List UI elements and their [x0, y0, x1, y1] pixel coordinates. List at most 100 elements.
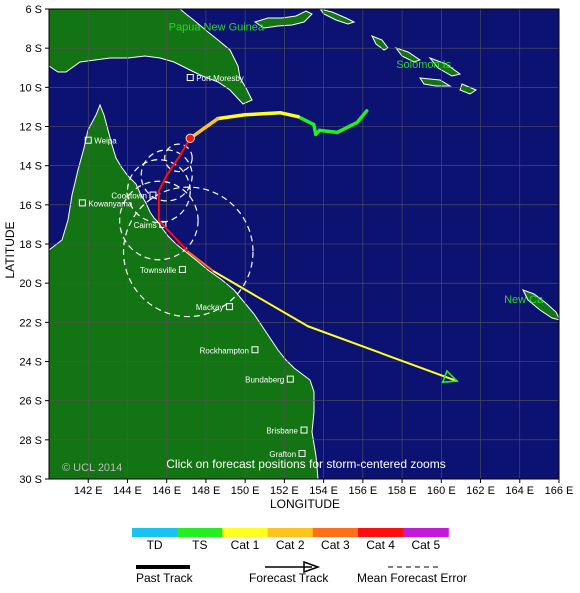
legend-label-cat-3: Cat 3 [321, 538, 350, 552]
city-label-rockhampton: Rockhampton [200, 346, 249, 355]
lat-tick-label-0: 6 S [25, 4, 42, 16]
city-label-port-moresby: Port Moresby [196, 74, 244, 83]
past-track-segment-6 [278, 111, 300, 119]
lon-tick-label-6: 154 E [309, 485, 338, 497]
lon-tick-label-7: 156 E [348, 485, 377, 497]
past-track-segment-5 [296, 114, 316, 127]
forecast-error-circle-3 [126, 159, 191, 224]
new-ireland-island [319, 9, 356, 25]
legend-label-ts: TS [192, 538, 207, 552]
city-label-mackay: Mackay [196, 303, 224, 312]
lat-tick-label-3: 12 S [19, 122, 42, 134]
city-marker-rockhampton [251, 346, 259, 354]
past-track-legend: Past Track [136, 565, 194, 585]
y-axis-label: LATITUDE [3, 221, 17, 278]
legend-label-cat-4: Cat 4 [366, 538, 395, 552]
city-marker-bundaberg [286, 375, 294, 383]
lon-tick-label-2: 146 E [152, 485, 181, 497]
lon-tick-label-11: 164 E [505, 485, 534, 497]
lon-tick-label-0: 142 E [74, 485, 103, 497]
city-marker-weipa [84, 136, 92, 144]
forecast-error-circles [119, 143, 254, 318]
forecast-error-circle-4 [119, 180, 199, 261]
city-label-cairns: Cairns [134, 221, 157, 230]
category-legend: TD TS Cat 1 Cat 2 Cat 3 Cat 4 Cat 5 [132, 528, 449, 552]
current-position-marker[interactable] [185, 133, 195, 143]
past-track-legend-label: Past Track [136, 571, 194, 585]
copyright-text: © UCL 2014 [62, 462, 122, 474]
new-britain-island [253, 10, 313, 29]
city-marker-cooktown [149, 191, 157, 199]
past-track-segment-2 [317, 128, 340, 135]
solomon-islands-4 [459, 83, 478, 95]
latitude-ticks: 6 S 8 S 10 S 12 S 14 S 16 S 18 S 20 S 22 S 24 S 26… [19, 4, 49, 486]
city-label-grafton: Grafton [269, 450, 296, 459]
bougainville-island [370, 35, 389, 51]
legend-swatch-cat-2 [267, 528, 314, 537]
legend-label-cat-5: Cat 5 [411, 538, 440, 552]
lat-tick-label-7: 20 S [19, 278, 42, 290]
lat-tick-label-4: 14 S [19, 161, 42, 173]
past-track-segment-9 [188, 116, 220, 140]
lon-tick-label-10: 162 E [466, 485, 495, 497]
lon-tick-label-3: 148 E [192, 485, 221, 497]
region-label-solomon: Solomon Is. [396, 59, 454, 71]
lat-tick-label-2: 10 S [19, 82, 42, 94]
past-track-segment-7 [243, 111, 283, 117]
region-labels: Papua New Guinea Solomon Is. New Ca [169, 22, 544, 306]
legend-swatch-cat-5 [403, 528, 449, 537]
longitude-ticks: 142 E 144 E 146 E 148 E 150 E 152 E 154 E 156 E… [74, 479, 573, 497]
city-marker-mackay [225, 303, 233, 311]
lat-tick-label-11: 28 S [19, 435, 42, 447]
lon-tick-label-1: 144 E [113, 485, 142, 497]
land-layer [49, 9, 559, 479]
legend-label-cat-2: Cat 2 [276, 538, 305, 552]
city-marker-kowanyama [78, 199, 86, 207]
click-hint-text: Click on forecast positions for storm-ce… [166, 457, 445, 471]
forecast-points[interactable] [185, 133, 195, 143]
storm-tracks [157, 109, 459, 384]
x-axis-label: LONGITUDE [270, 497, 340, 511]
legend-swatch-cat-1 [222, 528, 268, 537]
lon-tick-label-4: 150 E [231, 485, 260, 497]
past-track-segment-0 [355, 109, 369, 125]
forecast-track-legend: Forecast Track [249, 560, 329, 585]
forecast-track-segment-4 [157, 219, 190, 253]
lat-tick-label-9: 24 S [19, 357, 42, 369]
forecast-track-segment-1 [165, 156, 180, 177]
new-guinea-landmass [49, 9, 253, 105]
lon-tick-label-8: 158 E [388, 485, 417, 497]
legend-label-td: TD [147, 538, 163, 552]
forecast-track-legend-label: Forecast Track [249, 571, 329, 585]
forecast-track-segment-5 [187, 250, 215, 273]
forecast-track-segment-2 [157, 174, 168, 193]
solomon-islands-3 [418, 77, 452, 87]
region-label-new-caledonia: New Ca [504, 294, 544, 306]
forecast-arrowhead [441, 369, 459, 384]
forecast-track-segment-6 [212, 270, 309, 328]
forecast-track-segment-7 [306, 325, 458, 383]
mean-error-legend-label: Mean Forecast Error [357, 571, 467, 585]
forecast-error-circle-5 [122, 186, 254, 318]
lon-tick-label-5: 152 E [270, 485, 299, 497]
lat-tick-label-1: 8 S [25, 43, 42, 55]
lat-tick-label-6: 18 S [19, 239, 42, 251]
forecast-track-legend-arrow [303, 560, 321, 574]
forecast-error-circle-2 [140, 149, 193, 202]
city-label-brisbane: Brisbane [266, 427, 298, 436]
region-label-png: Papua New Guinea [169, 22, 265, 34]
solomon-islands-2 [428, 56, 462, 77]
legend-swatch-cat-4 [358, 528, 404, 537]
city-label-kowanyama: Kowanyama [88, 199, 133, 208]
city-label-bundaberg: Bundaberg [245, 376, 284, 385]
city-marker-brisbane [300, 426, 308, 434]
legend-swatch-td [132, 528, 178, 537]
city-label-weipa: Weipa [94, 137, 117, 146]
city-label-cooktown: Cooktown [111, 192, 147, 201]
mean-error-legend: Mean Forecast Error [357, 566, 467, 585]
city-marker-grafton [298, 450, 306, 458]
past-track-segment-8 [215, 113, 247, 121]
legend-label-cat-1: Cat 1 [231, 538, 260, 552]
city-marker-townsville [178, 265, 186, 273]
